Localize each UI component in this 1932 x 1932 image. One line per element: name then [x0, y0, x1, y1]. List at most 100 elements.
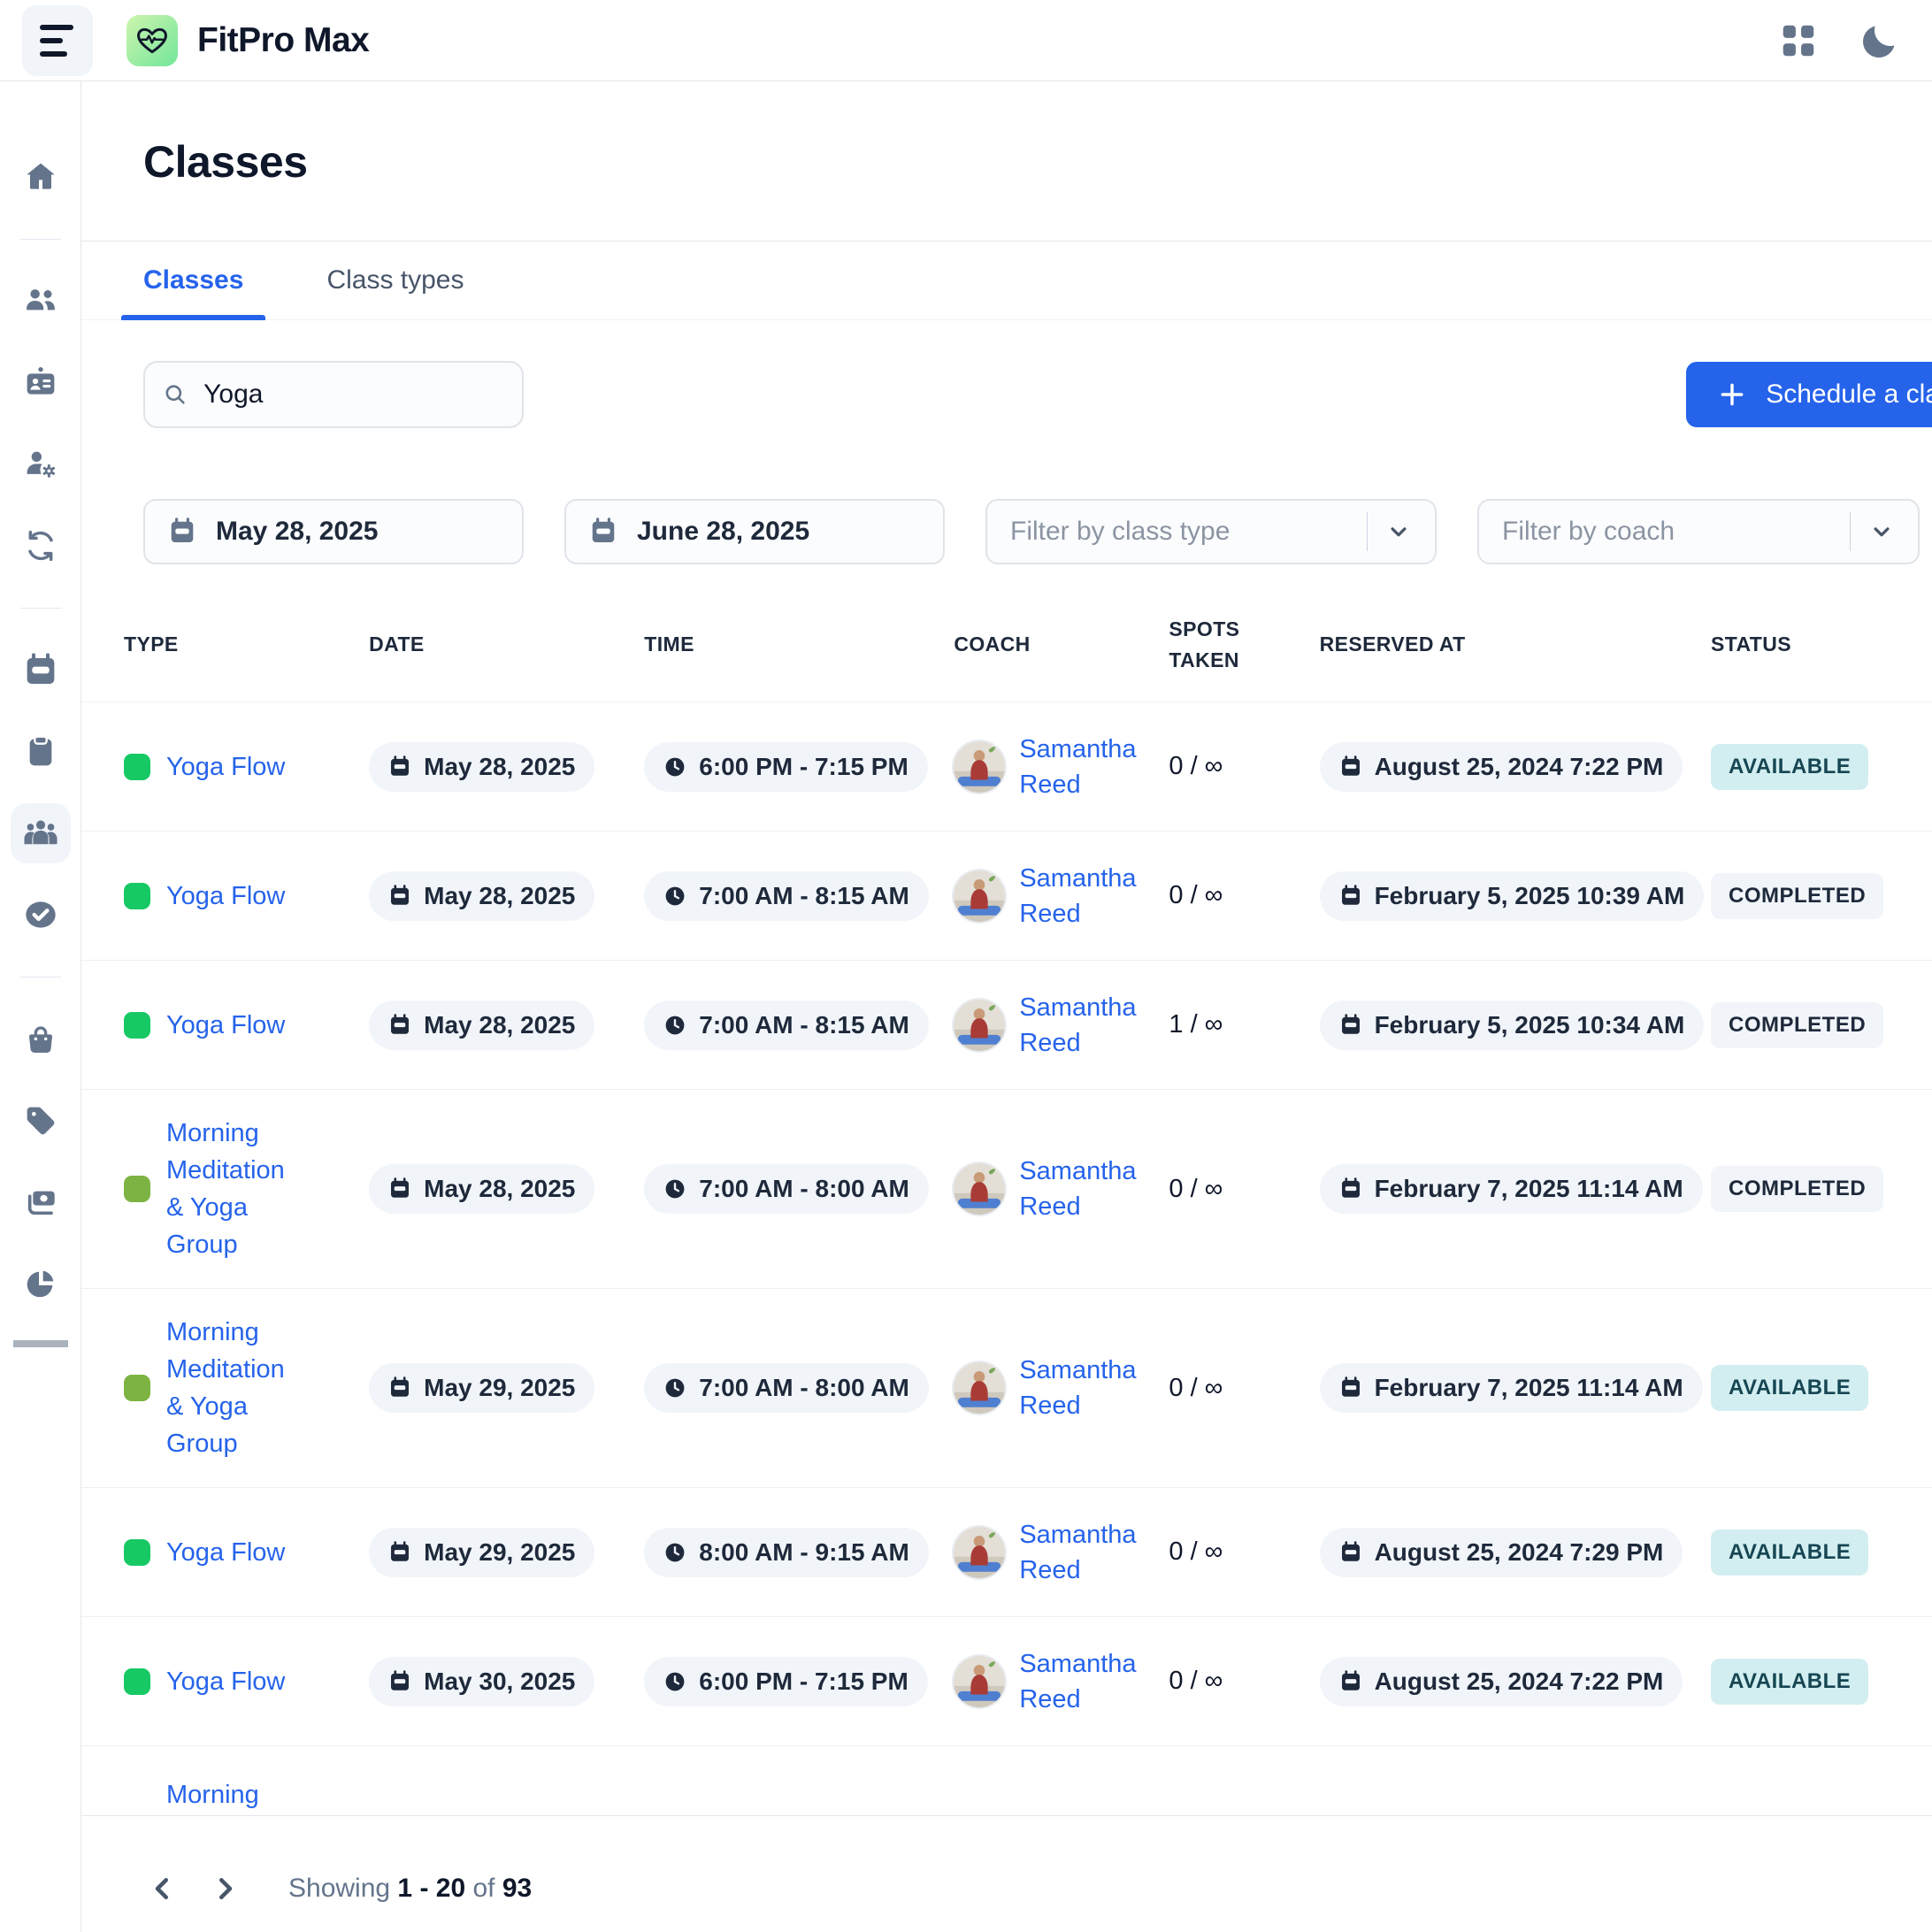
next-page-button[interactable]	[205, 1869, 244, 1908]
class-link[interactable]: Yoga Flow	[166, 1667, 286, 1696]
schedule-class-button[interactable]: Schedule a class	[1686, 362, 1932, 427]
calendar-icon	[27, 653, 54, 684]
pie-chart-icon	[27, 1270, 53, 1298]
class-type-filter[interactable]: Filter by class type	[985, 499, 1437, 564]
sidebar-item-home[interactable]	[11, 147, 71, 207]
class-link[interactable]: Morning Meditation & Yoga Group	[166, 1119, 285, 1259]
sidebar-item-shop[interactable]	[11, 1009, 71, 1070]
coach-photo	[954, 999, 1006, 1051]
tag-icon	[27, 1107, 54, 1135]
calendar-icon	[1341, 755, 1360, 776]
date-pill: May 29, 2025	[369, 1363, 595, 1413]
clock-icon	[665, 1378, 685, 1398]
chevron-down-icon	[1391, 527, 1407, 537]
class-type-swatch	[124, 1538, 150, 1566]
coach-placeholder: Filter by coach	[1502, 517, 1675, 546]
tab-bar: Classes Class types	[81, 242, 1932, 320]
sidebar-item-tags[interactable]	[11, 1091, 71, 1151]
table-row: Yoga Flow May 28, 2025 7:00 AM - 8:15 AM	[81, 832, 1932, 961]
sidebar-item-payments[interactable]	[11, 1172, 71, 1232]
tab-class-types[interactable]: Class types	[326, 265, 464, 295]
class-link[interactable]: Yoga Flow	[166, 881, 286, 910]
coach-photo	[954, 1362, 1006, 1414]
date-pill: May 28, 2025	[369, 1000, 595, 1050]
calendar-icon	[1341, 1669, 1360, 1690]
clock-icon	[665, 1672, 685, 1690]
dark-mode-toggle[interactable]	[1859, 20, 1900, 61]
spots-taken: 0 / ∞	[1169, 881, 1223, 909]
calendar-icon	[391, 1376, 410, 1397]
clock-icon	[665, 757, 685, 776]
class-link[interactable]: Morning Meditation & Yoga Group	[166, 1318, 285, 1458]
date-to-picker[interactable]: June 28, 2025	[564, 499, 945, 564]
reserved-at-pill: February 5, 2025 10:39 AM	[1319, 870, 1705, 921]
spots-taken: 0 / ∞	[1169, 1667, 1223, 1695]
time-pill: 6:00 PM - 7:15 PM	[644, 1656, 928, 1706]
date-to-value: June 28, 2025	[637, 517, 810, 546]
app-title: FitPro Max	[197, 20, 370, 59]
home-icon	[26, 163, 55, 189]
tab-classes[interactable]: Classes	[121, 242, 266, 320]
calendar-icon	[1341, 1540, 1360, 1561]
sidebar-item-reports[interactable]	[11, 1254, 71, 1314]
calendar-icon	[1341, 1376, 1360, 1397]
time-pill: 7:00 AM - 8:15 AM	[644, 870, 929, 921]
reserved-at-pill: February 7, 2025 11:14 AM	[1319, 1363, 1703, 1413]
sidebar-item-calendar[interactable]	[11, 640, 71, 701]
table-row: Morning Meditation & Yoga Group May 29, …	[81, 1289, 1932, 1488]
coach-link[interactable]: Samantha Reed	[1019, 993, 1137, 1057]
coach-link[interactable]: Samantha Reed	[1019, 1649, 1137, 1714]
clipboard-icon	[29, 735, 51, 766]
coach-photo	[954, 740, 1006, 793]
menu-toggle-button[interactable]	[22, 4, 93, 76]
sidebar-item-classes[interactable]	[10, 803, 71, 863]
table-body: Yoga Flow May 28, 2025 6:00 PM - 7:15 PM	[81, 702, 1932, 1746]
pagination: Showing 1 - 20 of 93	[81, 1815, 1932, 1929]
sidebar-divider	[19, 977, 61, 978]
divider	[1367, 512, 1368, 551]
status-badge: AVAILABLE	[1711, 743, 1869, 790]
coach-link[interactable]: Samantha Reed	[1019, 1157, 1137, 1221]
sidebar-divider	[19, 239, 61, 240]
coach-link[interactable]: Samantha Reed	[1019, 734, 1137, 799]
clock-icon	[665, 1179, 685, 1199]
sidebar-item-bookings[interactable]	[11, 722, 71, 782]
sidebar-scrollbar[interactable]	[12, 1340, 68, 1347]
class-type-swatch	[124, 1375, 150, 1401]
time-pill: 7:00 AM - 8:00 AM	[644, 1164, 929, 1214]
clock-icon	[665, 1016, 685, 1034]
people-group-icon	[23, 820, 58, 845]
apps-grid-button[interactable]	[1778, 20, 1819, 61]
search-input[interactable]	[203, 380, 504, 410]
coach-link[interactable]: Samantha Reed	[1019, 863, 1137, 928]
time-pill: 7:00 AM - 8:15 AM	[644, 1000, 929, 1050]
sidebar-item-staff[interactable]	[11, 353, 71, 413]
date-from-picker[interactable]: May 28, 2025	[143, 499, 524, 564]
chevron-right-icon	[219, 1878, 233, 1899]
class-link[interactable]: Morning	[166, 1781, 259, 1809]
coach-link[interactable]: Samantha Reed	[1019, 1520, 1137, 1584]
reserved-at-pill: August 25, 2024 7:22 PM	[1319, 741, 1683, 792]
chevron-left-icon	[155, 1878, 168, 1899]
coach-filter[interactable]: Filter by coach	[1477, 499, 1920, 564]
shopping-bag-icon	[28, 1026, 52, 1053]
sidebar-divider	[19, 608, 61, 609]
sidebar-item-check-ins[interactable]	[11, 885, 71, 945]
sidebar-item-sync[interactable]	[11, 516, 71, 576]
sidebar-item-members[interactable]	[11, 272, 71, 332]
class-type-swatch	[124, 1011, 150, 1039]
prev-page-button[interactable]	[143, 1869, 182, 1908]
page-title: Classes	[143, 137, 308, 187]
class-link[interactable]: Yoga Flow	[166, 752, 286, 781]
sidebar-item-user-settings[interactable]	[11, 434, 71, 494]
table-row: Yoga Flow May 30, 2025 6:00 PM - 7:15 PM	[81, 1617, 1932, 1746]
time-pill: 6:00 PM - 7:15 PM	[644, 741, 928, 792]
spots-taken: 1 / ∞	[1169, 1010, 1223, 1039]
table-row: Yoga Flow May 28, 2025 6:00 PM - 7:15 PM	[81, 702, 1932, 832]
coach-link[interactable]: Samantha Reed	[1019, 1356, 1137, 1420]
class-link[interactable]: Yoga Flow	[166, 1537, 286, 1567]
table-row: Yoga Flow May 28, 2025 7:00 AM - 8:15 AM	[81, 961, 1932, 1090]
class-link[interactable]: Yoga Flow	[166, 1010, 286, 1039]
column-header-coach: COACH	[954, 632, 1031, 656]
reserved-at-pill: February 7, 2025 11:14 AM	[1319, 1164, 1703, 1214]
